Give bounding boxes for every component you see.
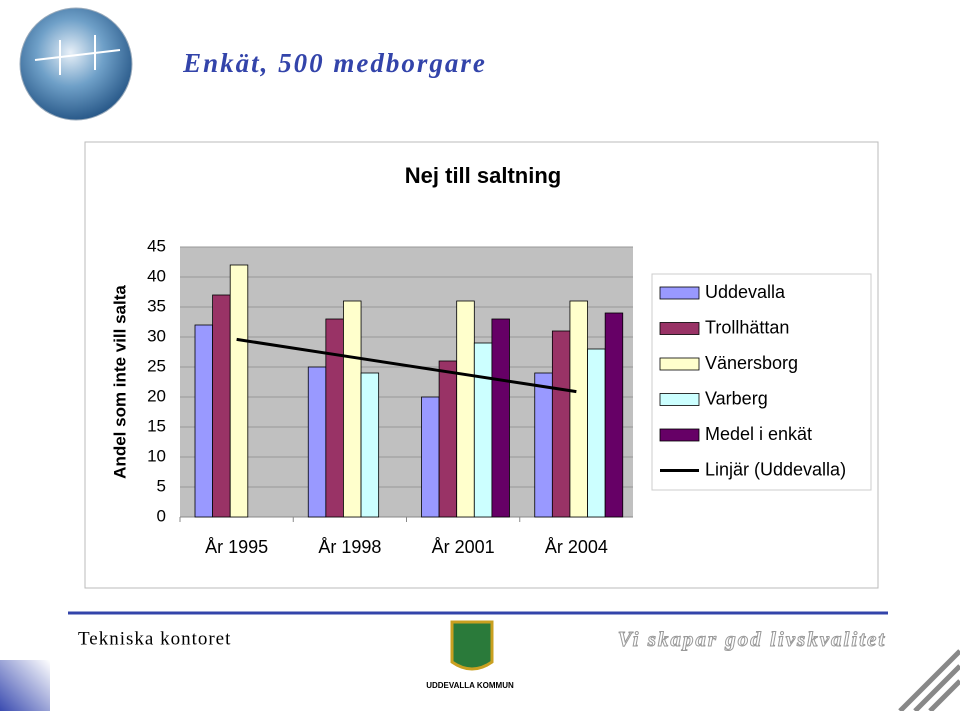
bar	[473, 342, 493, 518]
legend-label: Linjär (Uddevalla)	[705, 459, 846, 479]
legend-label: Trollhättan	[705, 317, 789, 337]
y-tick-label: 15	[147, 416, 166, 435]
bar	[360, 372, 380, 518]
bar	[325, 318, 344, 518]
y-tick-label: 20	[147, 386, 166, 405]
bar	[551, 330, 571, 518]
legend-swatch	[659, 428, 700, 442]
y-tick-label: 0	[157, 506, 166, 525]
legend	[651, 273, 872, 491]
legend-label: Medel i enkät	[705, 424, 812, 444]
bar	[491, 318, 510, 518]
legend-swatch	[659, 322, 700, 335]
bar	[604, 312, 624, 518]
footer-right: Vi skapar god livskvalitet	[618, 627, 886, 651]
corner-decoration	[0, 660, 50, 711]
corner-stripes	[898, 649, 960, 711]
y-tick-label: 5	[157, 476, 166, 495]
y-tick-label: 45	[147, 236, 166, 255]
y-tick-label: 40	[147, 266, 166, 285]
y-tick-label: 10	[147, 446, 166, 465]
bar	[534, 372, 553, 518]
legend-swatch	[659, 393, 700, 406]
legend-swatch	[659, 286, 700, 300]
legend-swatch	[659, 357, 700, 371]
x-tick-label: År 1995	[205, 537, 268, 557]
y-tick-label: 25	[147, 356, 166, 375]
bar	[307, 366, 327, 518]
y-tick-label: 35	[147, 296, 166, 315]
slide-title: Enkät, 500 medborgare	[182, 48, 487, 78]
trend-line	[236, 337, 577, 394]
y-tick-label: 30	[147, 326, 166, 345]
bar	[569, 300, 588, 518]
footer-logo: UDDEVALLA KOMMUN	[426, 681, 514, 690]
bar	[456, 300, 475, 518]
bar	[194, 324, 214, 518]
x-tick-label: År 2001	[432, 537, 495, 557]
bar	[587, 348, 606, 518]
x-tick-label: År 2004	[545, 537, 608, 557]
y-axis-title: Andel som inte vill salta	[110, 285, 129, 479]
bar	[438, 360, 458, 518]
footer-left: Tekniska kontoret	[78, 628, 231, 649]
crest-icon	[450, 620, 494, 671]
bar	[421, 396, 440, 518]
bar	[343, 300, 362, 518]
x-tick-label: År 1998	[318, 537, 381, 557]
bridge-icon	[34, 35, 121, 75]
legend-label: Uddevalla	[705, 282, 786, 302]
legend-label: Varberg	[705, 388, 768, 408]
bar	[229, 264, 249, 518]
legend-label: Vänersborg	[705, 353, 798, 373]
chart-title: Nej till saltning	[405, 163, 561, 188]
photo-icon	[19, 7, 133, 121]
bar	[212, 294, 231, 518]
